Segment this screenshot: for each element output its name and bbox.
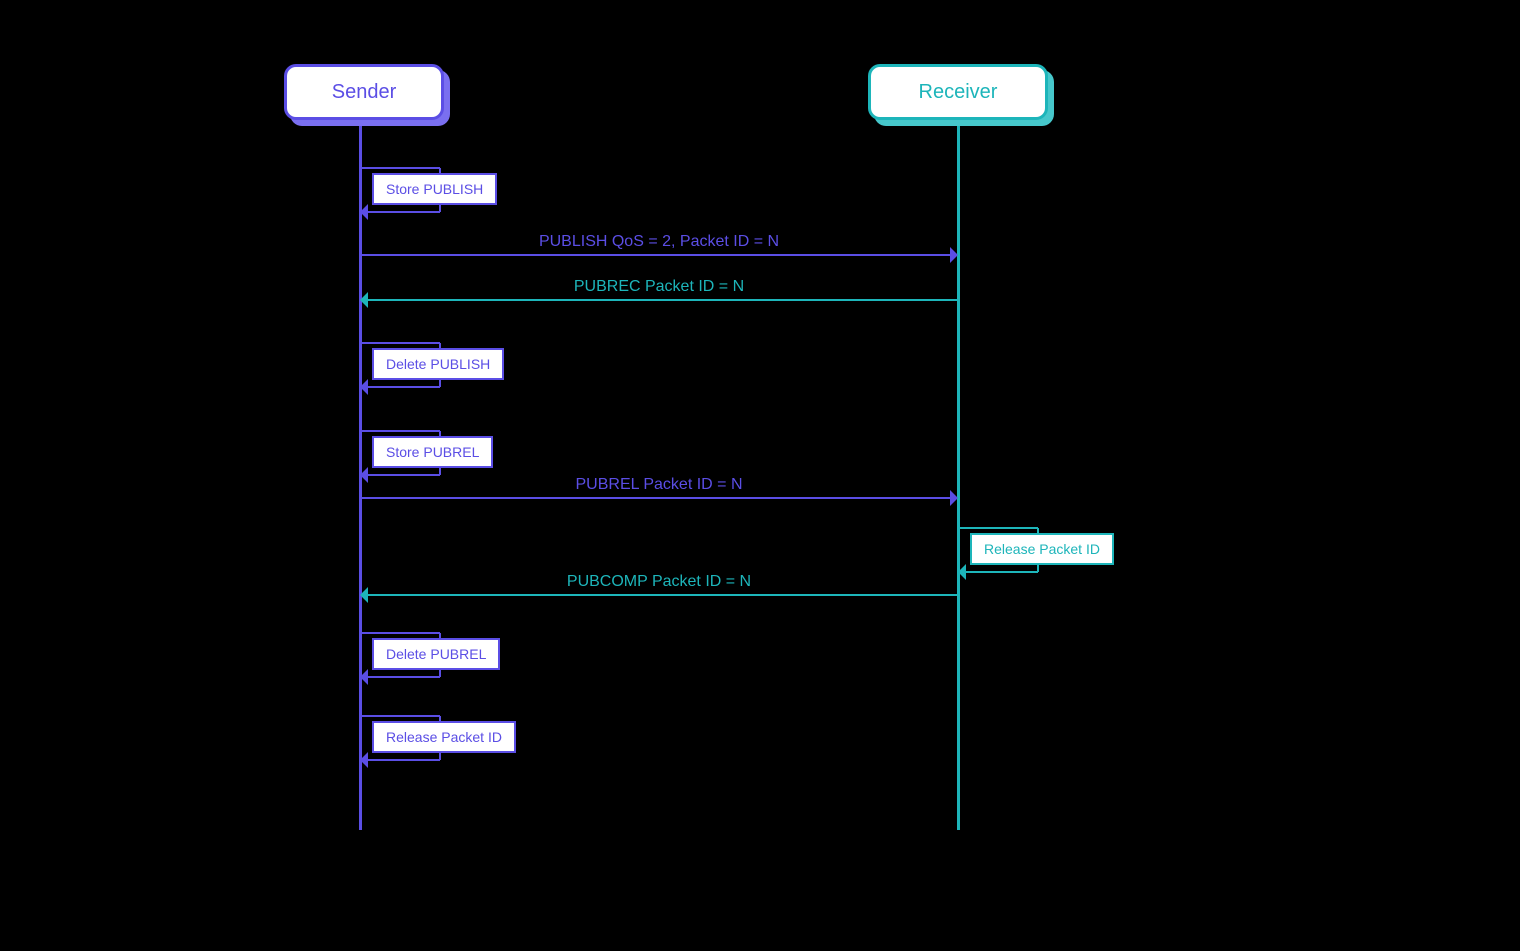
self-message-box: Release Packet ID [372, 721, 516, 753]
sender-box: Sender [284, 64, 444, 120]
message-label: PUBREC Packet ID = N [574, 278, 744, 296]
message-label: PUBCOMP Packet ID = N [567, 573, 751, 591]
message-label: PUBLISH QoS = 2, Packet ID = N [539, 233, 779, 251]
self-message-box: Release Packet ID [970, 533, 1114, 565]
self-message-box: Delete PUBLISH [372, 348, 504, 380]
self-message-box: Store PUBREL [372, 436, 493, 468]
message-label: PUBREL Packet ID = N [575, 476, 742, 494]
sender-lifeline [359, 120, 362, 830]
receiver-box: Receiver [868, 64, 1048, 120]
sequence-diagram: Sender Receiver Store PUBLISH PUBLISH QoS =… [0, 0, 1520, 951]
self-message-box: Delete PUBREL [372, 638, 500, 670]
self-message-box: Store PUBLISH [372, 173, 497, 205]
receiver-lifeline [957, 120, 960, 830]
arrow-overlay [0, 0, 1520, 951]
